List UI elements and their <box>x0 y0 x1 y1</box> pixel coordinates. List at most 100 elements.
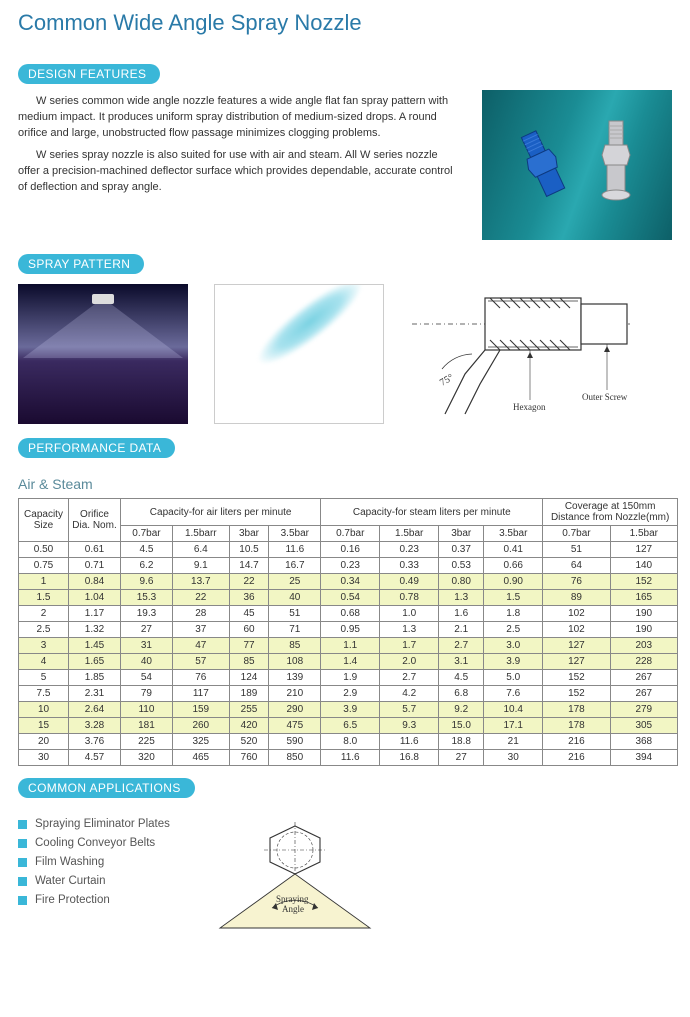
table-cell: 16.8 <box>380 750 439 766</box>
table-cell: 1.3 <box>380 622 439 638</box>
applications-row: Spraying Eliminator Plates Cooling Convey… <box>18 818 672 938</box>
table-cell: 18.8 <box>439 734 484 750</box>
th-pressure: 3bar <box>229 526 269 542</box>
table-cell: 10.4 <box>484 702 543 718</box>
table-cell: 21 <box>484 734 543 750</box>
nozzle-silver-icon <box>591 117 641 213</box>
table-cell: 102 <box>543 622 610 638</box>
table-cell: 16.7 <box>269 558 321 574</box>
table-cell: 0.95 <box>321 622 380 638</box>
table-cell: 36 <box>229 590 269 606</box>
table-cell: 159 <box>172 702 229 718</box>
th-orifice: Orifice Dia. Nom. <box>69 499 121 542</box>
table-cell: 152 <box>543 670 610 686</box>
table-cell: 3.9 <box>321 702 380 718</box>
table-cell: 1.8 <box>484 606 543 622</box>
table-cell: 4 <box>19 654 69 670</box>
table-cell: 110 <box>121 702 173 718</box>
table-cell: 27 <box>439 750 484 766</box>
th-pressure: 3.5bar <box>484 526 543 542</box>
table-row: 304.5732046576085011.616.82730216394 <box>19 750 678 766</box>
table-cell: 15.0 <box>439 718 484 734</box>
table-cell: 2.0 <box>380 654 439 670</box>
table-cell: 20 <box>19 734 69 750</box>
table-cell: 89 <box>543 590 610 606</box>
spray-angle-diagram: Spraying Angle <box>210 818 380 938</box>
design-paragraph-1: W series common wide angle nozzle featur… <box>18 94 462 142</box>
table-cell: 181 <box>121 718 173 734</box>
table-cell: 1.17 <box>69 606 121 622</box>
table-cell: 279 <box>610 702 677 718</box>
table-cell: 267 <box>610 670 677 686</box>
table-cell: 117 <box>172 686 229 702</box>
table-cell: 47 <box>172 638 229 654</box>
bullet-icon <box>18 820 27 829</box>
table-subhead: Air & Steam <box>18 476 672 492</box>
table-cell: 260 <box>172 718 229 734</box>
table-cell: 0.23 <box>380 542 439 558</box>
table-cell: 102 <box>543 606 610 622</box>
applications-list: Spraying Eliminator Plates Cooling Convey… <box>18 818 170 913</box>
table-cell: 54 <box>121 670 173 686</box>
th-pressure: 0.7bar <box>121 526 173 542</box>
table-row: 2.51.32273760710.951.32.12.5102190 <box>19 622 678 638</box>
table-cell: 2.5 <box>19 622 69 638</box>
table-cell: 5.7 <box>380 702 439 718</box>
design-text: W series common wide angle nozzle featur… <box>18 94 462 240</box>
table-cell: 225 <box>121 734 173 750</box>
table-cell: 6.8 <box>439 686 484 702</box>
table-cell: 394 <box>610 750 677 766</box>
table-cell: 127 <box>543 654 610 670</box>
table-cell: 6.5 <box>321 718 380 734</box>
table-cell: 127 <box>543 638 610 654</box>
section-design-features: DESIGN FEATURES <box>18 64 160 84</box>
table-cell: 7.5 <box>19 686 69 702</box>
table-cell: 6.4 <box>172 542 229 558</box>
table-cell: 45 <box>229 606 269 622</box>
table-cell: 25 <box>269 574 321 590</box>
table-cell: 1.5 <box>19 590 69 606</box>
nozzle-blue-icon <box>513 125 573 205</box>
table-cell: 1.6 <box>439 606 484 622</box>
section-spray-pattern: SPRAY PATTERN <box>18 254 144 274</box>
table-cell: 0.49 <box>380 574 439 590</box>
table-cell: 85 <box>269 638 321 654</box>
table-cell: 140 <box>610 558 677 574</box>
table-cell: 0.90 <box>484 574 543 590</box>
table-cell: 1.4 <box>321 654 380 670</box>
table-cell: 2.5 <box>484 622 543 638</box>
table-cell: 1.9 <box>321 670 380 686</box>
performance-table: Capacity Size Orifice Dia. Nom. Capacity… <box>18 498 678 766</box>
table-cell: 4.5 <box>439 670 484 686</box>
table-cell: 0.37 <box>439 542 484 558</box>
table-cell: 3.1 <box>439 654 484 670</box>
table-cell: 152 <box>610 574 677 590</box>
table-cell: 51 <box>543 542 610 558</box>
th-pressure: 0.7bar <box>543 526 610 542</box>
table-cell: 27 <box>121 622 173 638</box>
table-cell: 0.61 <box>69 542 121 558</box>
list-item: Spraying Eliminator Plates <box>18 818 170 830</box>
table-cell: 165 <box>610 590 677 606</box>
table-cell: 0.53 <box>439 558 484 574</box>
table-cell: 465 <box>172 750 229 766</box>
table-cell: 0.66 <box>484 558 543 574</box>
table-cell: 5.0 <box>484 670 543 686</box>
nozzle-cross-section-diagram: 75° Hexagon Outer Screw <box>410 284 635 424</box>
table-cell: 0.78 <box>380 590 439 606</box>
application-label: Cooling Conveyor Belts <box>35 837 155 849</box>
page-title: Common Wide Angle Spray Nozzle <box>18 10 672 36</box>
list-item: Cooling Conveyor Belts <box>18 837 170 849</box>
table-cell: 1.5 <box>484 590 543 606</box>
table-row: 41.654057851081.42.03.13.9127228 <box>19 654 678 670</box>
table-cell: 30 <box>19 750 69 766</box>
table-cell: 17.1 <box>484 718 543 734</box>
table-cell: 15 <box>19 718 69 734</box>
table-cell: 210 <box>269 686 321 702</box>
list-item: Water Curtain <box>18 875 170 887</box>
table-cell: 1.3 <box>439 590 484 606</box>
table-cell: 22 <box>172 590 229 606</box>
table-cell: 30 <box>484 750 543 766</box>
table-cell: 9.6 <box>121 574 173 590</box>
table-cell: 37 <box>172 622 229 638</box>
